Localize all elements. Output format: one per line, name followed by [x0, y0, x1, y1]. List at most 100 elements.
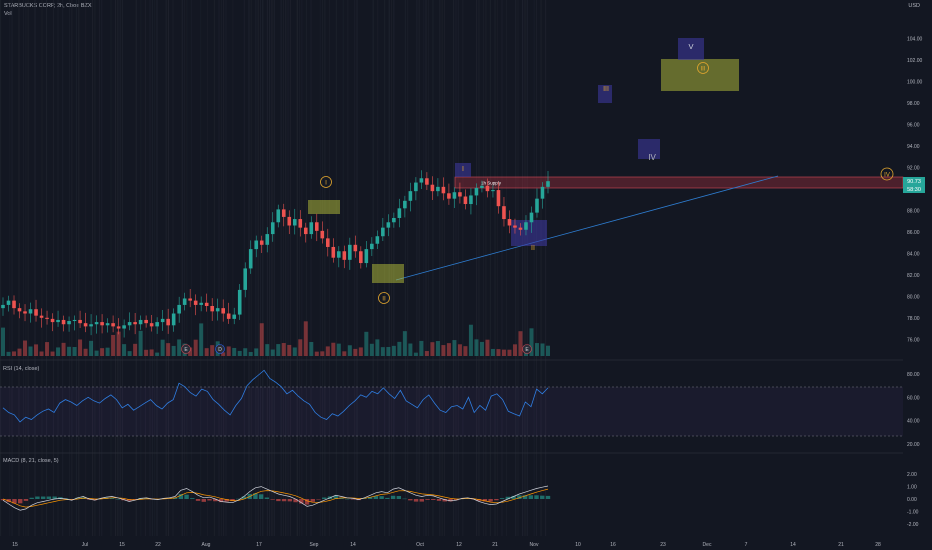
macd-histogram-bar — [304, 499, 310, 505]
candle-body — [518, 227, 523, 230]
candle-body — [50, 318, 55, 323]
background-stripe — [34, 0, 36, 536]
volume-bar — [177, 339, 182, 356]
candle-body — [287, 216, 292, 226]
macd-histogram-bar — [253, 493, 258, 499]
macd-histogram-bar — [287, 499, 293, 502]
candle-body — [127, 322, 132, 326]
wave-label-4: II — [531, 245, 535, 252]
macd-line — [2, 485, 549, 511]
candle-body — [94, 322, 99, 325]
candle-body — [232, 314, 237, 319]
volume-bar — [463, 346, 468, 356]
background-stripe — [485, 0, 487, 536]
volume-bar — [529, 328, 534, 356]
candle-body — [348, 244, 352, 260]
volume-bar — [259, 323, 264, 356]
background-stripe — [94, 0, 96, 536]
background-stripe — [494, 0, 496, 536]
background-stripe — [85, 0, 87, 536]
volume-bar — [56, 347, 61, 356]
event-marker-3 — [522, 344, 532, 354]
volume-bar — [342, 351, 347, 356]
macd-histogram-bar — [505, 496, 511, 499]
volume-bar — [419, 340, 424, 356]
candle-body — [430, 184, 435, 192]
candle-body — [320, 230, 325, 239]
candle-body — [325, 238, 330, 247]
candle-body — [303, 227, 308, 235]
macd-histogram-bar — [281, 499, 287, 502]
volume-bar — [430, 342, 435, 356]
candle-body — [447, 193, 451, 199]
time-axis: 15 Jul 15 22 Aug 17 Sep 14 Oct 12 21 Nov 10 16 23 Dec 7 1… — [12, 542, 881, 548]
background-stripe — [101, 0, 103, 536]
volume-bar — [111, 334, 116, 356]
candle-body — [513, 225, 517, 228]
wave-label-7: V — [688, 42, 693, 51]
currency-label[interactable]: USD — [908, 3, 920, 9]
volume-bar — [457, 344, 462, 356]
volume-bar — [507, 349, 512, 356]
background-stripe — [342, 0, 344, 536]
background-stripe — [478, 0, 480, 536]
candle-body — [39, 315, 44, 318]
macd-histogram-bar — [75, 497, 80, 499]
candle-body — [392, 217, 396, 223]
background-stripe — [441, 0, 443, 536]
candle-body — [166, 318, 170, 326]
macd-histogram-bar — [109, 497, 115, 499]
volume-bar — [34, 344, 39, 356]
macd-histogram-bar — [195, 499, 201, 501]
candle-body — [375, 236, 380, 244]
candle-body — [122, 325, 126, 329]
macd-histogram-bar — [18, 499, 23, 504]
candle-body — [342, 251, 347, 260]
macd-histogram-bar — [258, 494, 264, 499]
volume-bar — [122, 344, 127, 356]
background-stripe — [271, 0, 273, 536]
volume-bar — [127, 351, 132, 356]
time-tick-label: Nov — [530, 542, 539, 548]
candle-body — [105, 323, 110, 326]
background-stripe — [110, 0, 112, 536]
candle-body — [149, 323, 154, 327]
background-stripe — [501, 0, 503, 536]
background-stripe — [423, 0, 425, 536]
volume-bar — [23, 340, 28, 356]
background-stripe — [266, 0, 268, 536]
volume-bar — [540, 343, 545, 356]
volume-bar — [17, 348, 22, 356]
price-tick-label: 100.00 — [907, 80, 923, 86]
candle-body — [248, 249, 253, 269]
volume-bar — [138, 330, 143, 356]
macd-histogram-bar — [213, 499, 218, 502]
rsi-tick-label: 20.00 — [907, 442, 920, 448]
candle-body — [61, 319, 66, 325]
volume-bar — [424, 351, 429, 356]
macd-histogram-bar — [270, 499, 275, 500]
candle-body — [408, 191, 413, 201]
background-stripe — [135, 0, 137, 536]
volume-bar — [144, 349, 149, 356]
time-tick-label: Oct — [416, 542, 424, 548]
background-stripe — [71, 0, 73, 536]
background-stripe — [483, 0, 485, 536]
background-stripe — [515, 0, 517, 536]
macd-histogram — [0, 493, 551, 505]
candle-body — [177, 304, 181, 314]
candle-body — [281, 209, 286, 217]
background-stripe — [218, 0, 220, 536]
volume-bar — [232, 347, 237, 356]
wave-box-yellow-3 — [661, 59, 739, 91]
macd-histogram-bar — [339, 497, 344, 499]
wave-label-circle-1 — [320, 176, 332, 188]
candle-body — [160, 318, 165, 323]
background-stripe — [517, 0, 519, 536]
macd-pane: MACD (8, 21, close, 5) 2.00 1.00 0.00 -1.00… — [0, 452, 919, 528]
background-stripe — [407, 0, 409, 536]
macd-histogram-bar — [299, 499, 304, 504]
symbol-header: STARBUCKS CORP, 2h, Cboe BZX — [4, 3, 92, 9]
volume-bar — [479, 341, 484, 356]
